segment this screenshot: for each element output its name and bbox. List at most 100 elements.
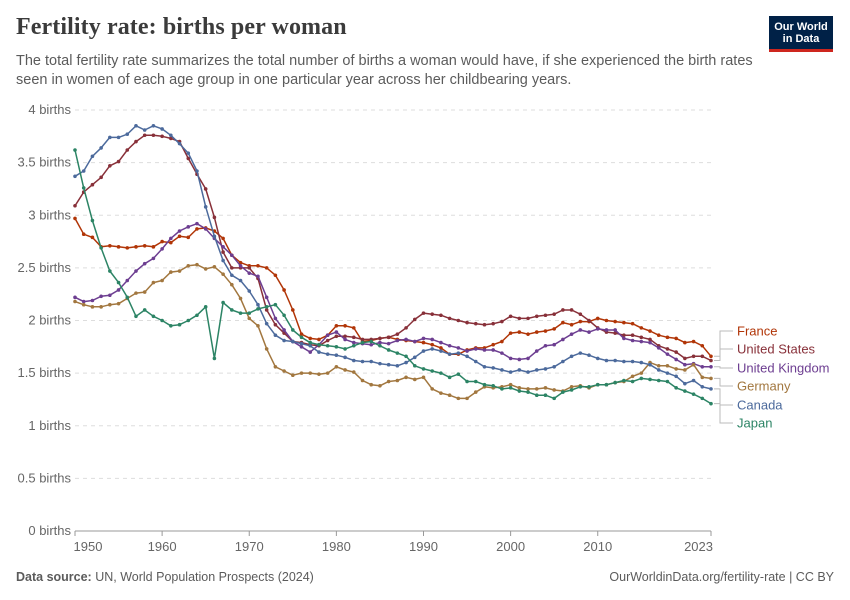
data-point	[221, 300, 225, 305]
data-point	[517, 389, 522, 393]
data-point	[238, 263, 243, 268]
data-point	[683, 362, 687, 367]
data-point	[264, 305, 269, 309]
data-point	[587, 318, 591, 323]
data-point	[160, 134, 164, 139]
data-source-text[interactable]: UN, World Population Prospects (2024)	[95, 570, 314, 584]
data-point	[412, 355, 417, 360]
data-point	[238, 260, 243, 265]
data-point	[526, 332, 530, 336]
data-point	[177, 234, 182, 239]
data-point	[343, 368, 347, 372]
data-point	[395, 351, 400, 355]
data-point	[273, 302, 278, 307]
data-point	[648, 362, 652, 367]
data-point	[81, 299, 86, 304]
data-point	[238, 278, 243, 283]
data-point	[430, 347, 435, 351]
legend-label-japan[interactable]: Japan	[737, 416, 772, 431]
data-point	[212, 234, 217, 239]
data-point	[334, 323, 339, 328]
data-point	[230, 253, 234, 258]
series-line-canada	[74, 125, 712, 390]
data-point	[90, 305, 95, 309]
legend-connector	[714, 330, 733, 357]
data-point	[221, 245, 225, 249]
data-point	[230, 273, 234, 278]
data-point	[691, 354, 696, 359]
data-point	[656, 368, 661, 372]
y-tick-label: 3 births	[28, 207, 71, 222]
data-point	[186, 156, 191, 161]
data-point	[491, 366, 495, 370]
data-point	[569, 332, 574, 336]
data-point	[247, 289, 252, 293]
data-point	[386, 348, 391, 352]
data-point	[674, 350, 678, 354]
data-point	[203, 267, 208, 271]
data-point	[151, 256, 156, 261]
data-point	[282, 313, 286, 318]
logo-line-1: Our World	[774, 21, 828, 33]
data-point	[203, 187, 208, 191]
data-point	[430, 369, 435, 373]
owid-logo[interactable]: Our World in Data	[769, 16, 833, 52]
data-source-label: Data source:	[16, 570, 92, 584]
data-point	[465, 396, 469, 401]
data-point	[473, 347, 478, 351]
x-tick-label: 1950	[74, 539, 103, 554]
data-point	[630, 333, 635, 338]
legend-label-united-kingdom[interactable]: United Kingdom	[737, 361, 830, 376]
data-point	[439, 340, 443, 345]
data-point	[517, 330, 522, 334]
legend-label-united-states[interactable]: United States	[737, 342, 816, 357]
y-tick-label: 2.5 births	[18, 260, 72, 275]
data-point	[81, 169, 86, 173]
data-point	[299, 371, 304, 375]
data-point	[317, 337, 321, 342]
data-point	[613, 358, 617, 363]
data-point	[160, 278, 164, 283]
data-point	[456, 346, 461, 350]
data-point	[691, 339, 696, 344]
data-point	[308, 343, 313, 348]
legend-connector	[714, 348, 733, 361]
data-point	[186, 151, 191, 155]
data-point	[386, 379, 391, 384]
data-point	[691, 392, 696, 396]
data-point	[169, 270, 173, 274]
data-point	[360, 340, 365, 345]
data-point	[230, 266, 234, 270]
data-point	[247, 311, 252, 315]
data-point	[299, 335, 304, 340]
data-point	[230, 282, 234, 287]
data-point	[169, 236, 173, 241]
data-point	[378, 336, 382, 341]
data-point	[604, 328, 609, 332]
data-point	[125, 148, 130, 152]
data-point	[534, 387, 539, 391]
legend-label-canada[interactable]: Canada	[737, 398, 783, 413]
data-point	[334, 330, 339, 334]
data-point	[691, 362, 696, 367]
legend-connector	[714, 403, 733, 424]
x-tick-label: 1990	[409, 539, 438, 554]
data-point	[561, 359, 565, 364]
data-point	[343, 323, 347, 328]
data-point	[700, 375, 705, 380]
data-point	[142, 308, 147, 312]
url-license[interactable]: OurWorldinData.org/fertility-rate | CC B…	[609, 570, 834, 584]
legend-label-france[interactable]: France	[737, 324, 777, 339]
data-point	[622, 336, 626, 341]
data-point	[99, 294, 103, 299]
data-point	[116, 301, 121, 306]
data-point	[595, 382, 600, 387]
legend-label-germany[interactable]: Germany	[737, 379, 791, 394]
data-point	[169, 240, 173, 245]
x-tick-label: 1960	[148, 539, 177, 554]
x-tick-label: 1980	[322, 539, 351, 554]
data-point	[683, 368, 687, 372]
data-point	[125, 246, 130, 250]
data-point	[473, 359, 478, 364]
